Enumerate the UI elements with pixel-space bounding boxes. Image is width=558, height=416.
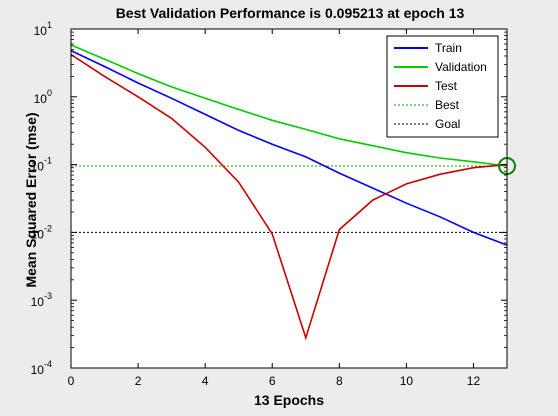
y-tick-label: 10-2 [31,223,52,241]
legend-label-train: Train [435,41,462,55]
legend-label-goal: Goal [435,117,460,131]
x-tick-label: 10 [400,374,414,388]
legend-label-best: Best [435,98,460,112]
x-tick-label: 8 [336,374,343,388]
legend-label-validation: Validation [435,60,487,74]
legend: Train Validation Test Best Goal [386,35,499,138]
y-tick-label: 10-3 [31,291,52,309]
x-axis-label: 13 Epochs [254,392,324,408]
y-axis-label: Mean Squared Error (mse) [23,112,39,287]
legend-label-test: Test [435,79,458,93]
y-tick-label: 101 [34,20,52,38]
series-line-test [70,53,508,341]
axes-frame [70,28,508,369]
x-tick-label: 0 [68,374,75,388]
chart-title: Best Validation Performance is 0.095213 … [116,5,465,21]
x-tick-label: 2 [135,374,142,388]
x-tick-label: 12 [467,374,481,388]
series-line-validation [70,44,508,167]
y-tick-label: 10-4 [31,359,52,377]
series-line-train [70,49,508,246]
x-tick-label: 6 [269,374,276,388]
x-tick-label: 4 [202,374,209,388]
y-tick-label: 100 [34,88,52,106]
y-tick-label: 10-1 [31,156,52,174]
